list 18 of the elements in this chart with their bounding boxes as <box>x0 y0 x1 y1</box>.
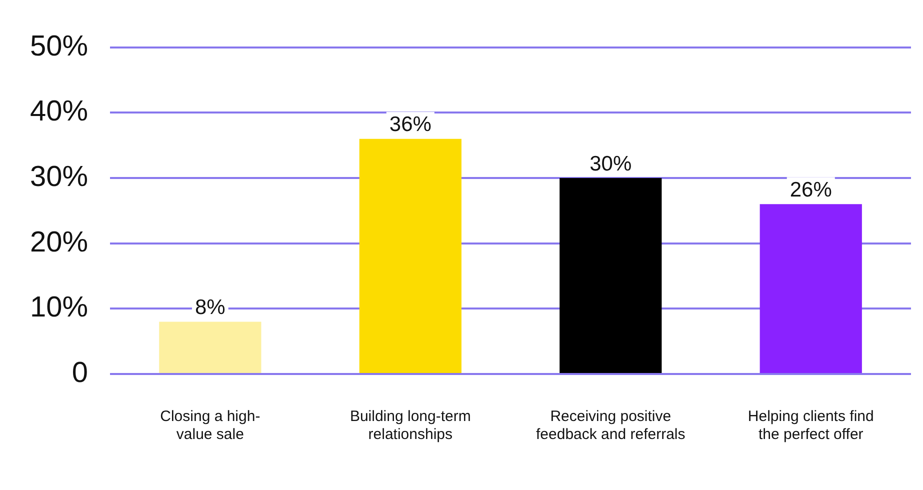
y-tick-label: 50% <box>30 30 88 62</box>
y-tick-label: 40% <box>30 96 88 128</box>
data-label: 26% <box>790 178 832 202</box>
bar <box>560 178 662 373</box>
x-tick-label: Receiving positive feedback and referrals <box>536 408 686 444</box>
bar <box>760 204 862 373</box>
x-tick-label: Closing a high-value sale <box>160 408 260 444</box>
data-label: 30% <box>590 152 632 176</box>
y-tick-label: 0 <box>72 357 88 389</box>
y-tick-label: 10% <box>30 292 88 324</box>
x-tick-label: Helping clients find the perfect offer <box>748 408 874 444</box>
y-tick-label: 30% <box>30 161 88 194</box>
x-tick-label: Building long-term relationships <box>350 408 471 444</box>
bar <box>159 322 262 373</box>
data-label: 8% <box>194 296 226 320</box>
y-tick-label: 20% <box>30 226 88 258</box>
data-label: 36% <box>389 113 432 136</box>
bar <box>359 138 462 373</box>
